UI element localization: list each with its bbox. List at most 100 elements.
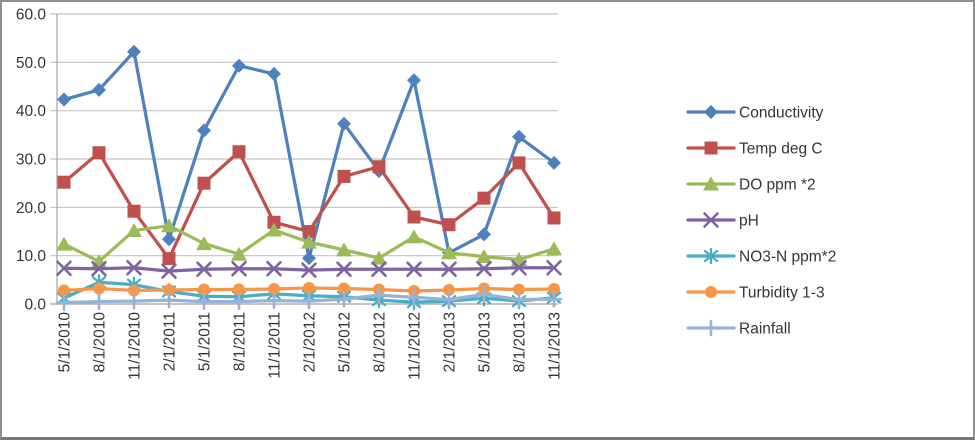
square-marker-icon[interactable]	[197, 176, 211, 190]
triangle-marker-icon[interactable]	[441, 245, 457, 260]
plus-marker-icon[interactable]	[475, 286, 493, 303]
x-marker-icon[interactable]	[56, 260, 72, 277]
y-axis-tick-label: 20.0	[16, 200, 47, 217]
circle-marker-icon[interactable]	[198, 283, 210, 296]
circle-marker-icon[interactable]	[233, 283, 245, 296]
square-marker-icon[interactable]	[512, 156, 526, 170]
x-marker-icon[interactable]	[126, 259, 142, 276]
diamond-marker-icon[interactable]	[337, 116, 351, 131]
x-marker-icon[interactable]	[196, 261, 212, 278]
series-ph[interactable]	[56, 259, 562, 279]
x-marker-icon[interactable]	[336, 261, 352, 278]
x-marker-icon[interactable]	[266, 260, 282, 277]
diamond-marker-icon[interactable]	[477, 227, 491, 242]
series-turbidity-1-3[interactable]	[58, 282, 560, 297]
circle-marker-icon[interactable]	[268, 283, 280, 296]
plus-marker-icon[interactable]	[90, 293, 108, 310]
circle-marker-icon	[705, 286, 717, 298]
circle-marker-icon[interactable]	[93, 282, 105, 295]
plus-marker-icon[interactable]	[125, 292, 143, 310]
diamond-marker-icon[interactable]	[232, 58, 246, 73]
triangle-marker-icon[interactable]	[546, 241, 562, 256]
plus-marker-icon[interactable]	[545, 290, 563, 308]
plus-marker-icon[interactable]	[265, 292, 283, 309]
square-marker-icon[interactable]	[127, 204, 141, 218]
legend-item-no3-n-ppm-2[interactable]: NO3-N ppm*2	[686, 247, 836, 265]
plus-marker-icon[interactable]	[195, 293, 213, 310]
triangle-marker-icon[interactable]	[196, 236, 212, 251]
x-marker-icon[interactable]	[406, 261, 422, 278]
square-marker-icon[interactable]	[407, 210, 421, 224]
x-marker-icon[interactable]	[91, 260, 107, 277]
square-marker-icon[interactable]	[57, 175, 71, 189]
diamond-marker-icon[interactable]	[92, 82, 106, 97]
diamond-marker-icon[interactable]	[547, 155, 561, 170]
plus-marker-icon[interactable]	[55, 294, 73, 311]
legend-item-ph[interactable]: pH	[686, 212, 759, 229]
plus-marker-icon[interactable]	[370, 286, 388, 304]
x-marker-icon[interactable]	[546, 259, 562, 276]
triangle-marker-icon[interactable]	[301, 234, 317, 249]
legend-item-temp-deg-c[interactable]: Temp deg C	[686, 140, 823, 157]
plus-marker-icon[interactable]	[230, 293, 248, 310]
diamond-marker-icon[interactable]	[512, 129, 526, 144]
y-axis-tick-label: 0.0	[24, 296, 46, 313]
square-marker-icon[interactable]	[302, 225, 316, 238]
series-temp-deg-c[interactable]	[57, 145, 561, 266]
x-marker-icon[interactable]	[441, 261, 457, 278]
diamond-marker-icon[interactable]	[302, 251, 316, 266]
x-marker-icon[interactable]	[231, 260, 247, 277]
circle-marker-icon[interactable]	[338, 282, 350, 295]
circle-marker-icon[interactable]	[303, 282, 315, 295]
triangle-marker-icon[interactable]	[126, 223, 142, 238]
square-marker-icon[interactable]	[337, 169, 351, 183]
triangle-marker-icon[interactable]	[371, 250, 387, 265]
y-axis-tick-label: 30.0	[16, 151, 47, 168]
circle-marker-icon[interactable]	[163, 283, 175, 296]
square-marker-icon[interactable]	[477, 191, 491, 205]
diamond-marker-icon[interactable]	[197, 123, 211, 138]
plus-marker-icon[interactable]	[510, 291, 528, 308]
x-marker-icon[interactable]	[476, 260, 492, 277]
triangle-marker-icon	[703, 176, 719, 191]
triangle-marker-icon[interactable]	[56, 236, 72, 251]
legend-item-turbidity-1-3[interactable]: Turbidity 1-3	[686, 284, 825, 301]
triangle-marker-icon[interactable]	[336, 242, 352, 257]
triangle-marker-icon[interactable]	[231, 246, 247, 261]
legend-item-conductivity[interactable]: Conductivity	[686, 104, 824, 121]
circle-marker-icon[interactable]	[128, 284, 140, 297]
diamond-marker-icon[interactable]	[162, 232, 176, 247]
circle-marker-icon[interactable]	[513, 283, 525, 296]
legend-item-do-ppm-2[interactable]: DO ppm *2	[686, 176, 816, 193]
x-marker-icon[interactable]	[371, 261, 387, 278]
plus-marker-icon[interactable]	[405, 288, 423, 306]
diamond-marker-icon[interactable]	[127, 44, 141, 59]
diamond-marker-icon[interactable]	[57, 92, 71, 107]
square-marker-icon[interactable]	[267, 215, 281, 229]
x-marker-icon[interactable]	[511, 259, 527, 276]
square-marker-icon[interactable]	[92, 146, 106, 160]
circle-marker-icon[interactable]	[443, 283, 455, 296]
circle-marker-icon[interactable]	[548, 283, 560, 296]
square-marker-icon[interactable]	[547, 211, 561, 225]
plus-marker-icon[interactable]	[300, 292, 318, 310]
diamond-marker-icon[interactable]	[407, 73, 421, 88]
square-marker-icon[interactable]	[232, 145, 246, 159]
x-marker-icon[interactable]	[161, 263, 177, 279]
square-marker-icon[interactable]	[372, 160, 386, 174]
square-marker-icon[interactable]	[162, 252, 176, 266]
square-marker-icon[interactable]	[442, 218, 456, 232]
triangle-marker-icon[interactable]	[161, 218, 177, 233]
plus-marker-icon[interactable]	[335, 290, 353, 308]
triangle-marker-icon[interactable]	[476, 249, 492, 264]
triangle-marker-icon[interactable]	[406, 229, 422, 244]
x-marker-icon[interactable]	[301, 262, 317, 278]
plus-marker-icon[interactable]	[440, 291, 458, 308]
series-rainfall[interactable]	[55, 286, 563, 311]
diamond-marker-icon[interactable]	[267, 66, 281, 81]
plus-marker-icon[interactable]	[160, 291, 178, 309]
triangle-marker-icon[interactable]	[266, 222, 282, 237]
legend-item-rainfall[interactable]: Rainfall	[686, 319, 791, 337]
circle-marker-icon[interactable]	[58, 284, 70, 297]
